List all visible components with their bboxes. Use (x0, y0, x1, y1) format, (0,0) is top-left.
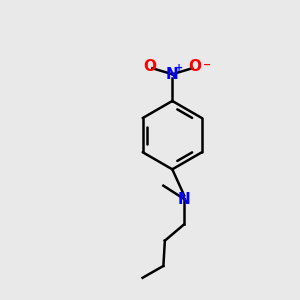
Text: +: + (175, 63, 183, 73)
Text: O: O (188, 59, 201, 74)
Text: N: N (166, 67, 179, 82)
Text: −: − (203, 60, 211, 70)
Text: N: N (178, 191, 190, 206)
Text: O: O (143, 59, 157, 74)
